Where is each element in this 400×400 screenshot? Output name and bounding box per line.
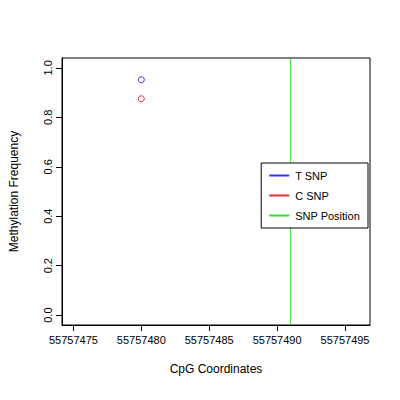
- svg-text:55757485: 55757485: [185, 334, 234, 346]
- svg-text:55757475: 55757475: [49, 334, 98, 346]
- svg-text:0.2: 0.2: [42, 258, 54, 273]
- svg-text:0.8: 0.8: [42, 110, 54, 125]
- svg-text:0.4: 0.4: [42, 209, 54, 224]
- svg-text:Methylation Frequency: Methylation Frequency: [7, 131, 21, 252]
- svg-text:55757495: 55757495: [321, 334, 370, 346]
- svg-text:SNP Position: SNP Position: [295, 210, 360, 222]
- svg-text:C SNP: C SNP: [295, 190, 329, 202]
- svg-text:55757480: 55757480: [117, 334, 166, 346]
- svg-text:0.0: 0.0: [42, 307, 54, 322]
- svg-text:T SNP: T SNP: [295, 170, 327, 182]
- svg-text:0.6: 0.6: [42, 159, 54, 174]
- svg-text:55757490: 55757490: [253, 334, 302, 346]
- svg-text:CpG Coordinates: CpG Coordinates: [170, 362, 263, 376]
- svg-text:1.0: 1.0: [42, 60, 54, 75]
